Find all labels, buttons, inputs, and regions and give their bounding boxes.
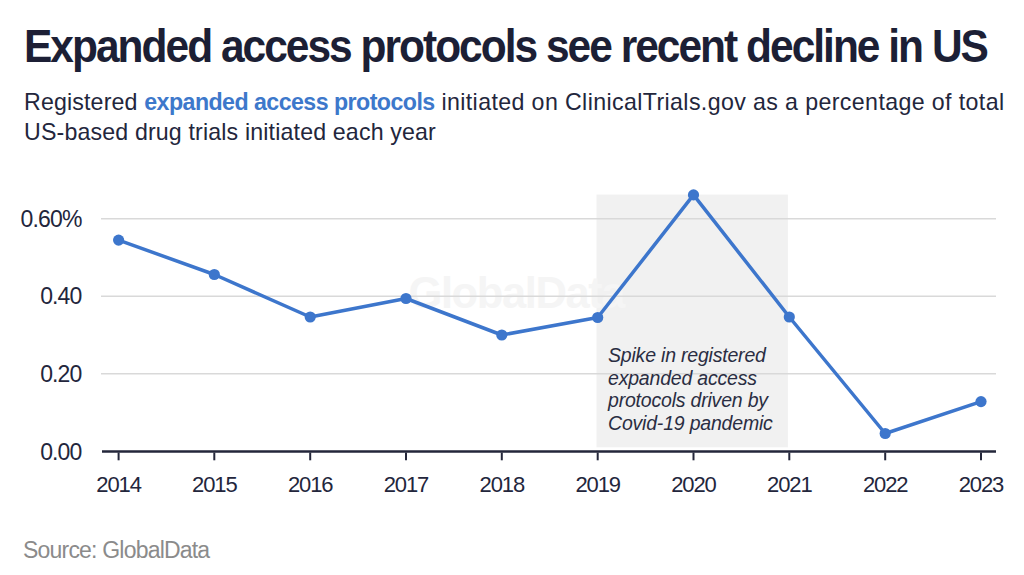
- svg-text:GlobalData: GlobalData: [409, 269, 627, 317]
